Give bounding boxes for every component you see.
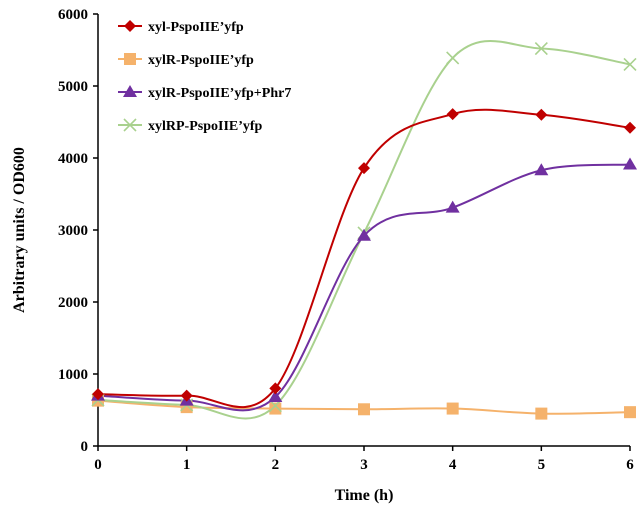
x-tick-label: 2 <box>272 457 280 473</box>
data-point-xylrp-pspoiie-yfp <box>534 41 548 56</box>
data-point-xylr-pspoiie-yfp-phr7 <box>623 157 637 170</box>
series-markers <box>91 41 637 420</box>
legend-entry: xylRP-PspoIIE’yfp <box>118 118 263 134</box>
y-tick-label: 1000 <box>58 367 88 383</box>
data-point-xylrp-pspoiie-yfp <box>446 51 460 65</box>
x-tick-label: 0 <box>94 457 102 473</box>
x-tick-label: 1 <box>183 457 191 473</box>
data-point-xyl-pspoiie-yfp <box>535 108 548 121</box>
legend-entry: xylR-PspoIIE’yfp <box>118 53 254 68</box>
legend-label: xylRP-PspoIIE’yfp <box>148 119 263 134</box>
y-tick-label: 0 <box>81 439 89 455</box>
x-tick-label: 4 <box>449 457 457 473</box>
legend-label: xylR-PspoIIE’yfp <box>148 53 254 68</box>
legend-marker <box>123 118 137 132</box>
y-tick-label: 4000 <box>58 151 88 167</box>
y-tick-label: 2000 <box>58 295 88 311</box>
x-tick-label: 6 <box>626 457 634 473</box>
legend-label: xylR-PspoIIE’yfp+Phr7 <box>148 86 291 101</box>
data-point-xyl-pspoiie-yfp <box>92 388 104 401</box>
x-tick-label: 3 <box>360 457 368 473</box>
data-point-xyl-pspoiie-yfp <box>180 389 193 402</box>
y-tick-label: 6000 <box>58 7 88 23</box>
y-tick-label: 5000 <box>58 79 88 95</box>
data-point-xylr-pspoiie-yfp <box>535 407 548 420</box>
legend-entry: xyl-PspoIIE’yfp <box>118 20 244 35</box>
data-point-xylr-pspoiie-yfp-phr7 <box>357 228 371 241</box>
data-point-xylr-pspoiie-yfp-phr7 <box>534 163 549 176</box>
data-point-xylrp-pspoiie-yfp <box>623 57 637 71</box>
data-point-xylr-pspoiie-yfp-phr7 <box>445 200 460 213</box>
data-point-xyl-pspoiie-yfp <box>269 382 282 395</box>
data-point-xylr-pspoiie-yfp <box>446 402 459 415</box>
data-point-xyl-pspoiie-yfp <box>624 121 636 134</box>
y-tick-label: 3000 <box>58 223 88 239</box>
data-point-xyl-pspoiie-yfp <box>446 108 459 121</box>
data-point-xylr-pspoiie-yfp-phr7 <box>268 390 283 403</box>
chart-axes: 0 1000 2000 3000 4000 5000 6000 0 1 2 3 4 5 6 <box>58 7 634 473</box>
legend-entry: xylR-PspoIIE’yfp+Phr7 <box>118 85 291 101</box>
data-point-xyl-pspoiie-yfp <box>358 162 370 175</box>
legend-marker <box>124 53 136 65</box>
series-line-xyl-pspoiie-yfp <box>97 108 631 409</box>
data-point-xylr-pspoiie-yfp <box>624 406 636 419</box>
x-axis-title: Time (h) <box>335 487 394 504</box>
data-point-xylr-pspoiie-yfp <box>358 403 370 416</box>
chart-legend: xyl-PspoIIE’yfp xylR-PspoIIE’yfp xylR-Pspo… <box>118 20 291 134</box>
series-line-xylr-pspoiie-yfp-phr7 <box>97 163 631 412</box>
legend-label: xyl-PspoIIE’yfp <box>148 20 244 35</box>
data-point-xylr-pspoiie-yfp <box>269 402 282 415</box>
y-axis-title: Arbitrary units / OD600 <box>11 147 28 313</box>
legend-marker <box>124 20 136 32</box>
legend-marker <box>123 85 137 97</box>
x-tick-label: 5 <box>538 457 546 473</box>
